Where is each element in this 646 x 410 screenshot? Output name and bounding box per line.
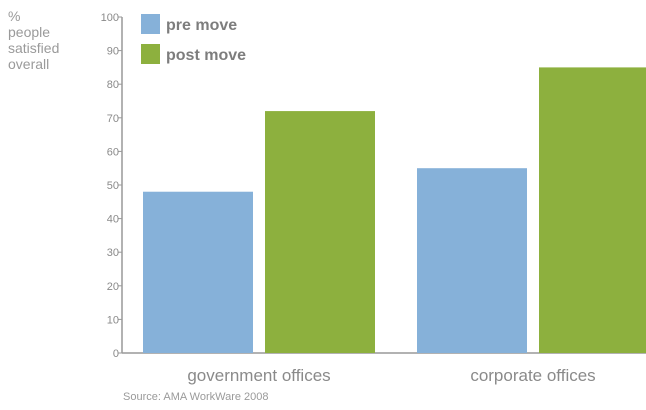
source-note: Source: AMA WorkWare 2008 bbox=[123, 391, 269, 403]
y-axis-label: % people satisfied overall bbox=[8, 8, 88, 72]
bar-pre-move-0 bbox=[143, 191, 253, 353]
y-tick-label: 30 bbox=[107, 247, 119, 259]
legend-label: post move bbox=[166, 47, 246, 64]
y-tick-label: 50 bbox=[107, 180, 119, 192]
bar-post-move-1 bbox=[539, 67, 646, 354]
y-tick-label: 40 bbox=[107, 214, 119, 226]
category-label: government offices bbox=[187, 366, 330, 385]
y-axis-label-line-4: overall bbox=[8, 56, 50, 72]
bar-post-move-0 bbox=[265, 111, 375, 353]
y-tick-label: 100 bbox=[101, 12, 119, 24]
y-tick-label: 60 bbox=[107, 146, 119, 158]
y-axis-label-line-1: % bbox=[8, 8, 21, 24]
y-axis-label-line-2: people bbox=[8, 24, 51, 40]
y-tick-label: 70 bbox=[107, 113, 119, 125]
legend-label: pre move bbox=[166, 17, 237, 34]
bar-pre-move-1 bbox=[417, 168, 527, 353]
y-tick-label: 0 bbox=[113, 348, 119, 360]
y-tick-label: 90 bbox=[107, 46, 119, 58]
legend-swatch-post-move bbox=[141, 44, 160, 64]
y-axis-label-line-3: satisfied bbox=[8, 40, 60, 56]
category-label: corporate offices bbox=[470, 366, 595, 385]
y-tick-label: 80 bbox=[107, 79, 119, 91]
y-tick-label: 10 bbox=[107, 314, 119, 326]
y-tick-label: 20 bbox=[107, 281, 119, 293]
legend-swatch-pre-move bbox=[141, 14, 160, 34]
